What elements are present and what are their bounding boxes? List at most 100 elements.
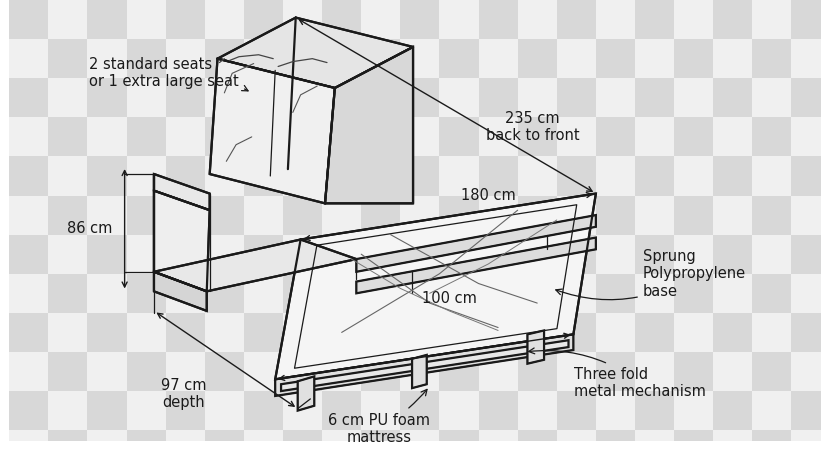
Bar — [557, 0, 596, 39]
Bar — [322, 313, 361, 352]
Bar — [322, 391, 361, 430]
Bar — [439, 78, 479, 117]
Bar — [635, 313, 674, 352]
Bar — [557, 39, 596, 78]
Bar — [322, 235, 361, 274]
Bar — [596, 117, 635, 156]
Bar — [479, 39, 518, 78]
Bar — [400, 430, 439, 451]
Bar — [596, 352, 635, 391]
Bar — [48, 391, 87, 430]
Bar — [127, 352, 166, 391]
Bar — [439, 235, 479, 274]
Bar — [9, 196, 48, 235]
Bar — [713, 430, 752, 451]
Bar — [518, 0, 557, 39]
Bar — [518, 391, 557, 430]
Bar — [244, 274, 283, 313]
Bar — [166, 352, 205, 391]
Bar — [205, 156, 244, 196]
Bar — [283, 117, 322, 156]
Bar — [400, 78, 439, 117]
Bar — [127, 0, 166, 39]
Bar — [127, 313, 166, 352]
Bar — [752, 78, 791, 117]
Bar — [439, 156, 479, 196]
Bar — [713, 352, 752, 391]
Bar — [439, 117, 479, 156]
Bar — [791, 117, 830, 156]
Bar — [166, 156, 205, 196]
Bar — [713, 391, 752, 430]
Bar — [518, 274, 557, 313]
Bar — [400, 39, 439, 78]
Bar — [400, 274, 439, 313]
Bar — [557, 313, 596, 352]
Bar — [322, 117, 361, 156]
Bar — [791, 430, 830, 451]
Bar — [713, 196, 752, 235]
Bar — [87, 78, 127, 117]
Bar — [596, 39, 635, 78]
Bar — [361, 78, 400, 117]
Bar — [752, 274, 791, 313]
Bar — [322, 352, 361, 391]
Bar — [9, 117, 48, 156]
Bar — [127, 78, 166, 117]
Bar — [557, 117, 596, 156]
Bar — [127, 156, 166, 196]
Bar — [674, 430, 713, 451]
Bar — [244, 196, 283, 235]
Bar — [9, 39, 48, 78]
Bar — [752, 430, 791, 451]
Bar — [479, 117, 518, 156]
Bar — [283, 274, 322, 313]
Bar — [48, 430, 87, 451]
Bar — [713, 117, 752, 156]
Bar — [674, 235, 713, 274]
Bar — [791, 0, 830, 39]
Polygon shape — [210, 59, 334, 203]
Bar — [791, 196, 830, 235]
Bar — [439, 39, 479, 78]
Bar — [439, 313, 479, 352]
Bar — [9, 235, 48, 274]
Bar — [400, 0, 439, 39]
Bar — [322, 78, 361, 117]
Bar — [205, 78, 244, 117]
Bar — [791, 39, 830, 78]
Bar — [400, 235, 439, 274]
Bar — [791, 391, 830, 430]
Bar — [596, 274, 635, 313]
Bar — [244, 391, 283, 430]
Bar — [439, 430, 479, 451]
Polygon shape — [217, 18, 413, 88]
Bar — [674, 313, 713, 352]
Bar — [791, 313, 830, 352]
Bar — [87, 352, 127, 391]
Bar — [322, 156, 361, 196]
Bar — [9, 313, 48, 352]
Polygon shape — [154, 239, 356, 291]
Bar — [87, 235, 127, 274]
Bar — [205, 430, 244, 451]
Polygon shape — [298, 377, 315, 410]
Bar — [674, 156, 713, 196]
Bar — [283, 0, 322, 39]
Bar — [479, 391, 518, 430]
Bar — [400, 117, 439, 156]
Bar — [127, 274, 166, 313]
Bar — [752, 196, 791, 235]
Bar — [9, 78, 48, 117]
Text: 6 cm PU foam
mattress: 6 cm PU foam mattress — [328, 389, 430, 445]
Bar — [596, 196, 635, 235]
Bar — [127, 117, 166, 156]
Bar — [283, 78, 322, 117]
Bar — [557, 235, 596, 274]
Text: Sprung
Polypropylene
base: Sprung Polypropylene base — [556, 249, 746, 300]
Bar — [479, 78, 518, 117]
Bar — [439, 274, 479, 313]
Bar — [322, 39, 361, 78]
Bar — [205, 352, 244, 391]
Bar — [87, 196, 127, 235]
